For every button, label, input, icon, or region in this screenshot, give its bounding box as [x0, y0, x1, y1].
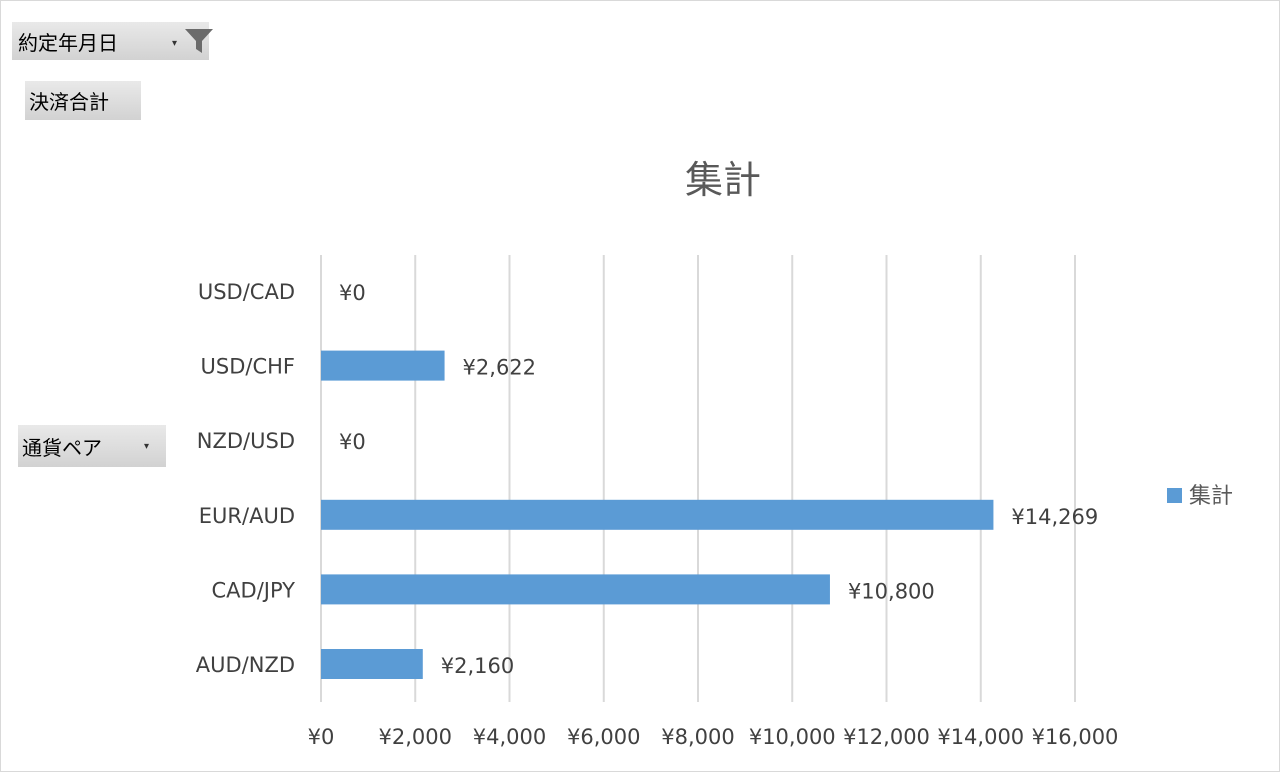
chart-title: 集計: [685, 158, 761, 202]
value-field-label: 決済合計: [29, 90, 109, 114]
x-tick-label: ¥0: [308, 725, 335, 749]
filter-icon[interactable]: [184, 27, 214, 55]
bar: [321, 649, 423, 679]
chevron-down-icon[interactable]: ▾: [172, 38, 178, 49]
data-label: ¥2,622: [463, 356, 536, 380]
data-label: ¥2,160: [441, 654, 514, 678]
gridlines: [320, 255, 1076, 702]
data-label: ¥0: [339, 430, 366, 454]
bar: [321, 574, 830, 605]
date-filter-button[interactable]: 約定年月日 ▾: [12, 22, 213, 60]
x-tick-label: ¥6,000: [567, 725, 640, 749]
legend: 集計: [1167, 484, 1233, 509]
category-labels: USD/CAD USD/CHF NZD/USD EUR/AUD CAD/JPY AUD/N…: [196, 280, 295, 677]
x-tick-label: ¥16,000: [1032, 725, 1119, 749]
row-field-label: 通貨ペア: [22, 435, 102, 460]
category-label: EUR/AUD: [199, 504, 295, 528]
category-label: USD/CHF: [201, 355, 295, 379]
bars: [321, 350, 994, 679]
data-label: ¥0: [339, 281, 366, 305]
legend-swatch: [1167, 488, 1182, 503]
category-label: NZD/USD: [197, 429, 295, 453]
chevron-down-icon[interactable]: ▾: [144, 441, 150, 452]
bar: [321, 350, 445, 381]
x-tick-label: ¥8,000: [661, 725, 734, 749]
x-axis-tick-labels: ¥0 ¥2,000 ¥4,000 ¥6,000 ¥8,000 ¥10,000 ¥12,000…: [308, 725, 1119, 749]
data-labels: ¥0 ¥2,622 ¥0 ¥14,269 ¥10,800 ¥2,160: [339, 281, 1098, 678]
date-filter-label: 約定年月日: [18, 30, 118, 55]
value-field-button[interactable]: 決済合計: [25, 81, 141, 120]
x-tick-label: ¥14,000: [937, 725, 1024, 749]
x-tick-label: ¥10,000: [749, 725, 836, 749]
bar: [321, 499, 994, 530]
x-tick-label: ¥2,000: [379, 725, 452, 749]
data-label: ¥10,800: [848, 579, 935, 603]
data-label: ¥14,269: [1011, 505, 1098, 529]
category-label: AUD/NZD: [196, 653, 295, 677]
row-field-button[interactable]: 通貨ペア ▾: [18, 425, 166, 467]
x-tick-label: ¥12,000: [843, 725, 930, 749]
legend-label: 集計: [1189, 484, 1233, 509]
x-tick-label: ¥4,000: [473, 725, 546, 749]
category-label: USD/CAD: [198, 280, 295, 304]
category-label: CAD/JPY: [212, 578, 296, 602]
